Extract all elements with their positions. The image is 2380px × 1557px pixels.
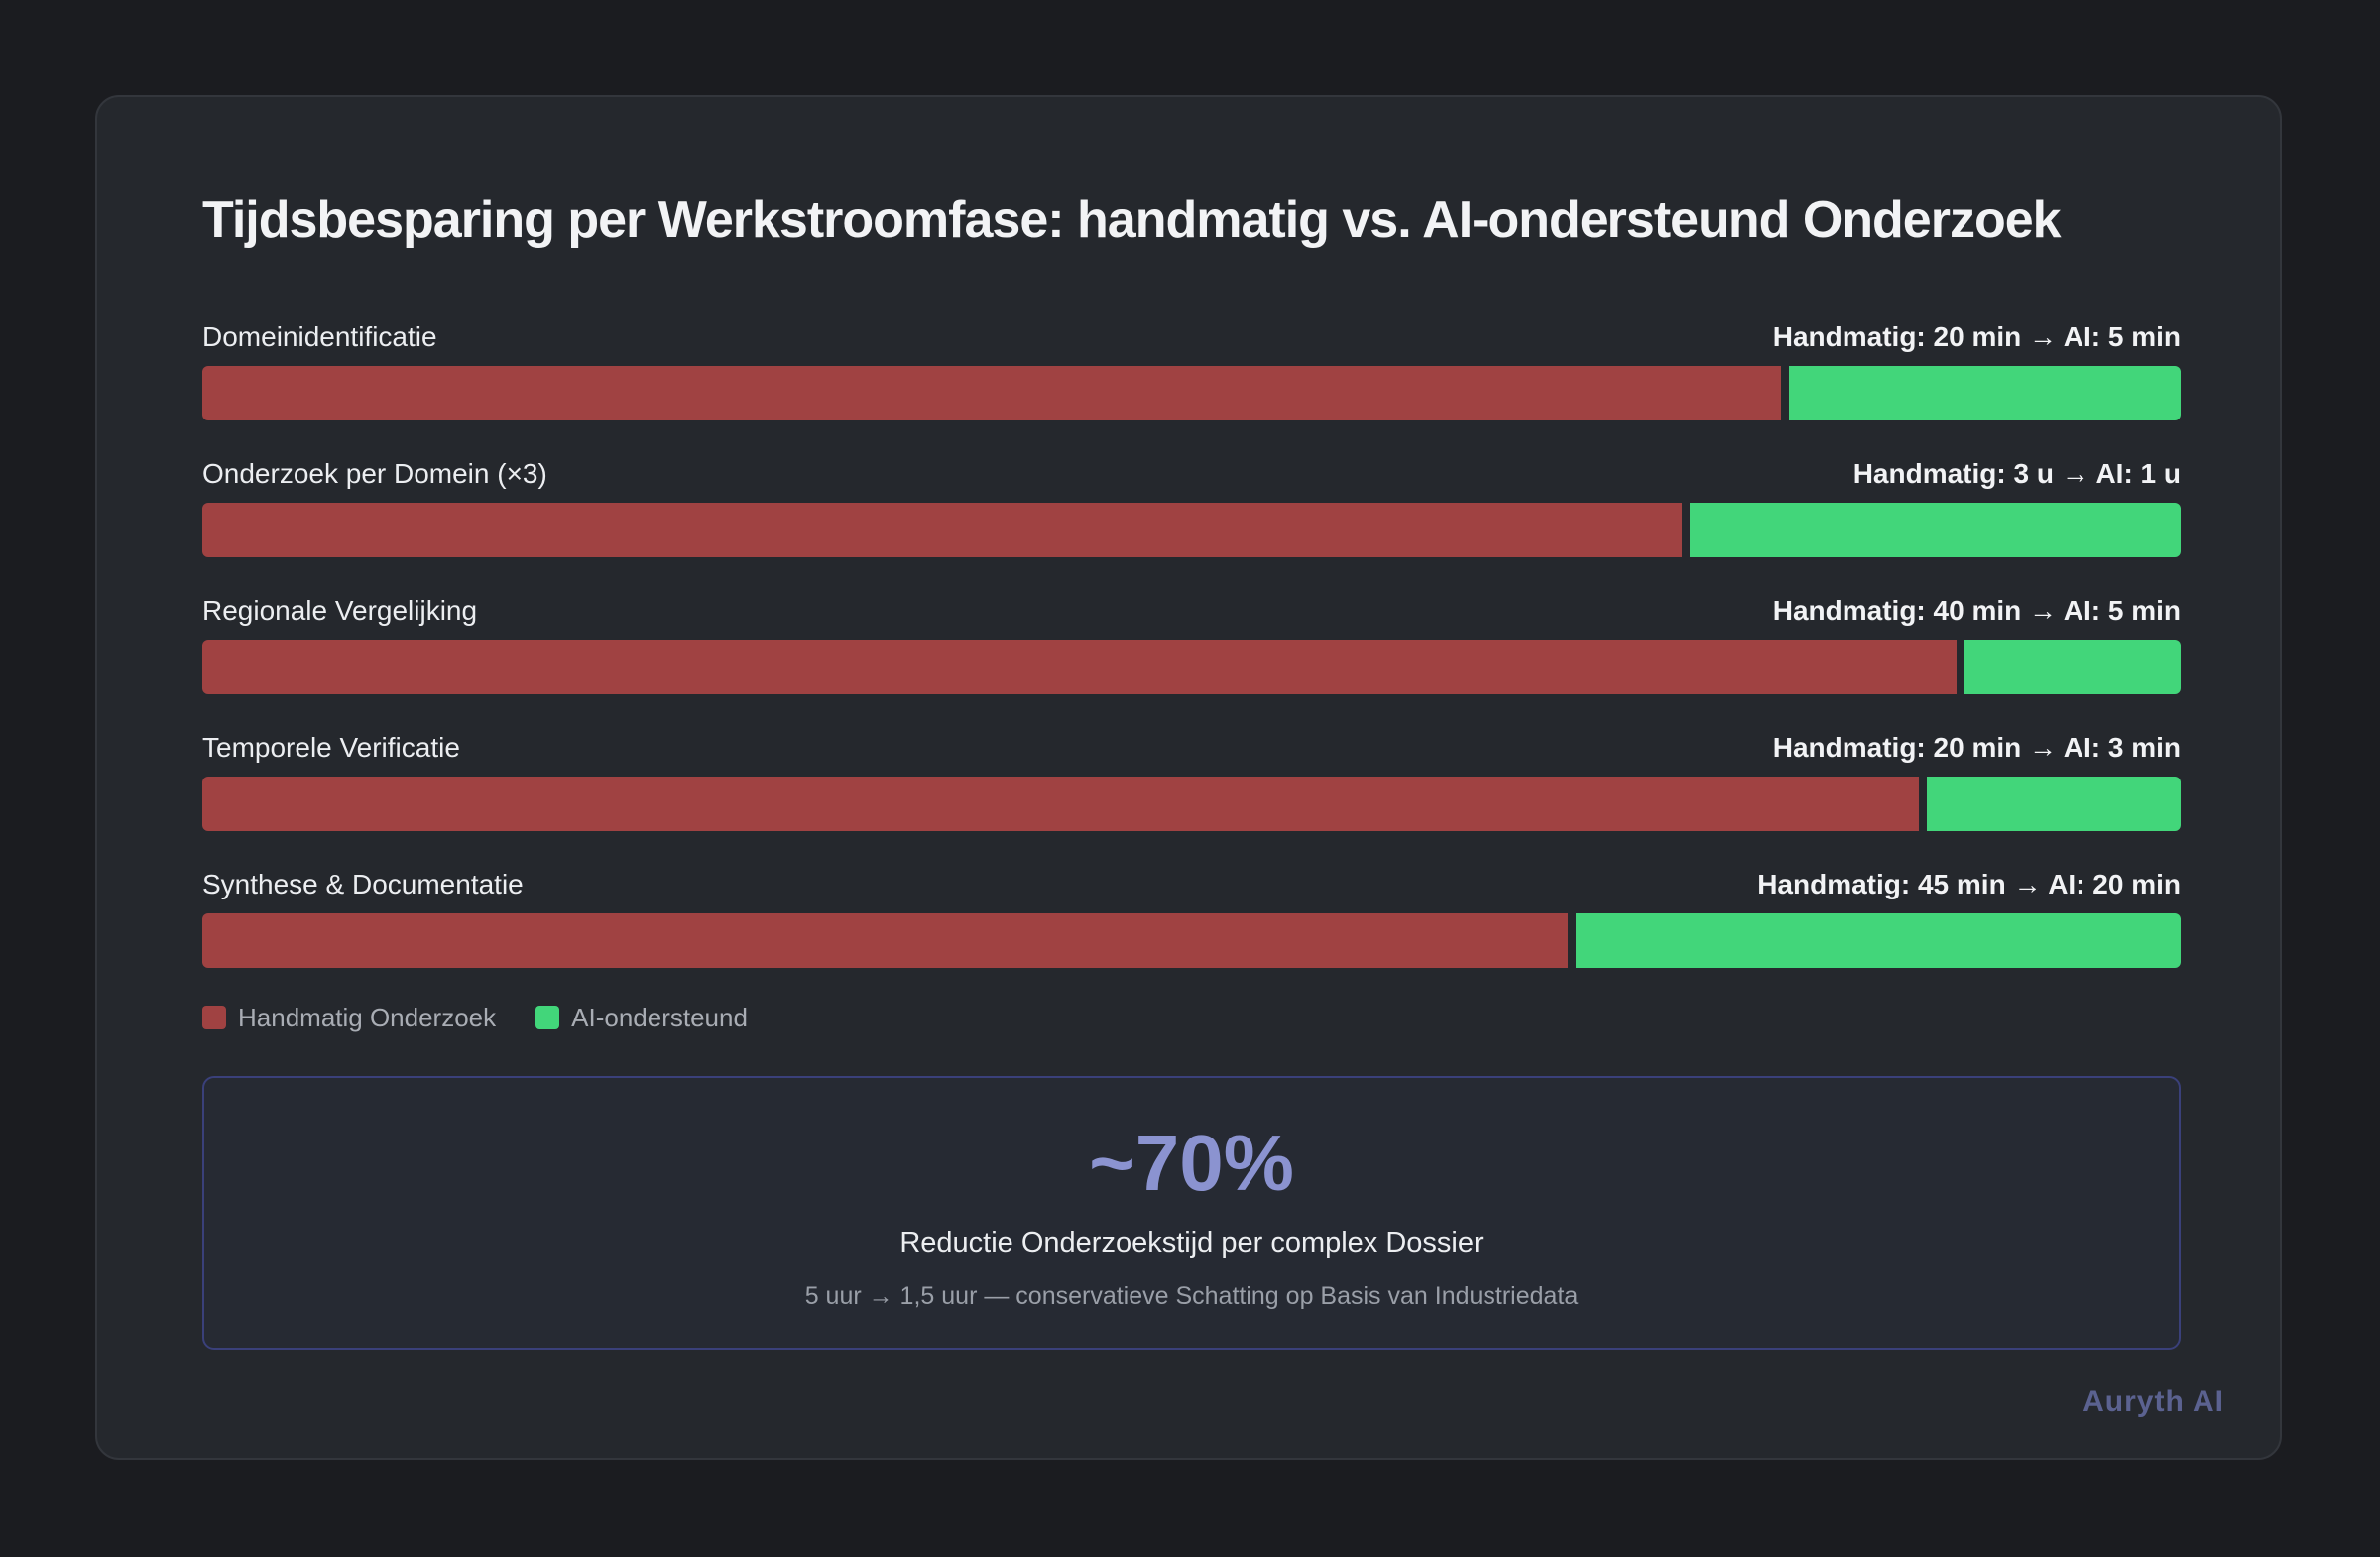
bar: [202, 503, 2181, 557]
summary-value: ~70%: [1089, 1119, 1294, 1207]
category-label: Regionale Vergelijking: [202, 595, 478, 626]
bar-segment-ai: [1690, 503, 2181, 557]
legend-swatch-ai: [536, 1006, 560, 1029]
bar-row: Onderzoek per Domein (×3) Handmatig: 3 u …: [202, 457, 2181, 560]
bar-segment-manual: [202, 640, 1958, 694]
bar: [202, 366, 2181, 420]
category-label: Domeinidentificatie: [202, 321, 437, 352]
value-label: Handmatig: 40 min → AI: 5 min: [1772, 595, 2181, 626]
bar-row: Temporele Verificatie Handmatig: 20 min →…: [202, 731, 2181, 834]
bar-segment-manual: [202, 777, 1919, 831]
bar-row: Synthese & Documentatie Handmatig: 45 min…: [202, 868, 2181, 971]
bar-segment-manual: [202, 503, 1683, 557]
summary-box: ~70% Reductie Onderzoekstijd per complex…: [202, 1076, 2181, 1350]
value-label: Handmatig: 3 u → AI: 1 u: [1852, 458, 2181, 489]
legend-item-ai: AI-ondersteund: [536, 1002, 748, 1033]
bar-segment-manual: [202, 366, 1781, 420]
legend-swatch-manual: [202, 1006, 226, 1029]
bar: [202, 640, 2181, 694]
legend-label: Handmatig Onderzoek: [238, 1003, 497, 1032]
bar-segment-manual: [202, 913, 1569, 968]
brand-logo: Auryth AI: [2082, 1385, 2224, 1418]
legend-item-manual: Handmatig Onderzoek: [202, 1002, 496, 1033]
bar: [202, 777, 2181, 831]
bar-segment-ai: [1926, 777, 2181, 831]
value-label: Handmatig: 45 min → AI: 20 min: [1757, 869, 2181, 899]
bar-segment-ai: [1789, 366, 2181, 420]
category-label: Onderzoek per Domein (×3): [202, 458, 547, 489]
legend: Handmatig Onderzoek AI-ondersteund: [202, 1002, 748, 1033]
bar-row: Regionale Vergelijking Handmatig: 40 min …: [202, 594, 2181, 697]
bar: [202, 913, 2181, 968]
summary-label: Reductie Onderzoekstijd per complex Doss…: [899, 1227, 1484, 1258]
chart-card: Tijdsbesparing per Werkstroomfase: handm…: [95, 95, 2282, 1460]
legend-label: AI-ondersteund: [571, 1003, 748, 1032]
bar-segment-ai: [1964, 640, 2181, 694]
summary-note: 5 uur → 1,5 uur — conservatieve Schattin…: [804, 1282, 1579, 1310]
bar-row: Domeinidentificatie Handmatig: 20 min → A…: [202, 320, 2181, 423]
chart-title: Tijdsbesparing per Werkstroomfase: handm…: [202, 191, 2062, 249]
bar-segment-ai: [1576, 913, 2181, 968]
value-label: Handmatig: 20 min → AI: 3 min: [1772, 732, 2181, 763]
category-label: Synthese & Documentatie: [202, 869, 524, 899]
value-label: Handmatig: 20 min → AI: 5 min: [1772, 321, 2181, 352]
category-label: Temporele Verificatie: [202, 732, 460, 763]
